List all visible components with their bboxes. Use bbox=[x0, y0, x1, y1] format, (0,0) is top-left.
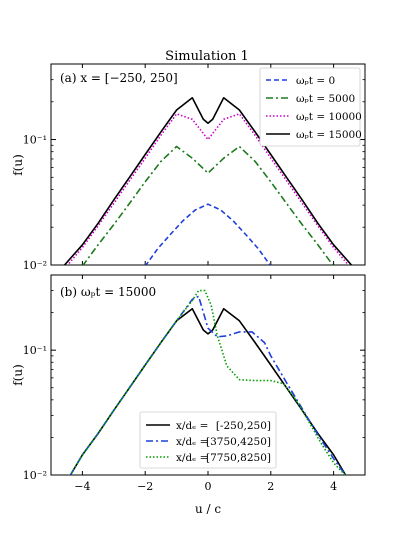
series-line-2 bbox=[82, 145, 334, 265]
legend-prefix: x/dₑ = bbox=[176, 420, 208, 432]
panel-b-xlabel: u / c bbox=[195, 502, 221, 516]
x-tick-label: 2 bbox=[267, 480, 274, 493]
series-line-1 bbox=[145, 203, 271, 265]
panel-b-series bbox=[69, 289, 347, 475]
panel-a-legend: ωₚt = 0 ωₚt = 5000 ωₚt = 10000 ωₚt = 15000 bbox=[259, 67, 362, 147]
panel-a-series bbox=[63, 97, 353, 265]
panel-b-label: (b) ωₚt = 15000 bbox=[60, 285, 156, 299]
panel-b-axes: −4 −2 0 2 4 10⁻² 10⁻¹ bbox=[23, 274, 365, 493]
x-tick-label: −4 bbox=[74, 480, 90, 493]
y-tick-label: 10⁻¹ bbox=[23, 134, 47, 147]
legend-box bbox=[259, 67, 361, 147]
figure-title: Simulation 1 bbox=[165, 49, 249, 64]
legend-label: ωₚt = 0 bbox=[296, 75, 335, 87]
panel-a: (a) x = [−250, 250] f(u) 10⁻² 10⁻¹ ωₚt = … bbox=[11, 63, 366, 272]
panel-b-legend: x/dₑ = [-250,250]x/dₑ =[3750,4250]x/dₑ =[… bbox=[139, 411, 277, 469]
x-tick-label: 0 bbox=[205, 480, 212, 493]
panel-b-ylabel: f(u) bbox=[11, 364, 25, 386]
y-tick-label: 10⁻¹ bbox=[23, 344, 47, 357]
x-tick-label: 4 bbox=[330, 480, 337, 493]
legend-prefix: x/dₑ = bbox=[176, 436, 208, 448]
legend-label: ωₚt = 5000 bbox=[296, 93, 355, 105]
legend-label: ωₚt = 15000 bbox=[296, 129, 362, 141]
legend-label: ωₚt = 10000 bbox=[296, 111, 362, 123]
x-tick-label: −2 bbox=[137, 480, 153, 493]
panel-a-axes: 10⁻² 10⁻¹ bbox=[23, 63, 365, 272]
series-line-4 bbox=[63, 97, 353, 265]
panel-b: (b) ωₚt = 15000 f(u) u / c −4 −2 0 2 4 10⁻² 10… bbox=[11, 274, 366, 516]
y-tick-label: 10⁻² bbox=[23, 469, 47, 482]
series-line-2 bbox=[69, 295, 347, 475]
legend-prefix: x/dₑ = bbox=[176, 452, 208, 464]
panel-a-label: (a) x = [−250, 250] bbox=[60, 71, 178, 85]
series-line-3 bbox=[69, 289, 347, 475]
legend-label: [3750,4250] bbox=[206, 436, 271, 448]
panel-a-ylabel: f(u) bbox=[11, 154, 25, 176]
y-tick-label: 10⁻² bbox=[23, 259, 47, 272]
legend-label: [7750,8250] bbox=[206, 452, 271, 464]
legend-label: [-250,250] bbox=[216, 420, 271, 432]
series-line-3 bbox=[66, 113, 350, 265]
legend-box bbox=[139, 411, 277, 469]
